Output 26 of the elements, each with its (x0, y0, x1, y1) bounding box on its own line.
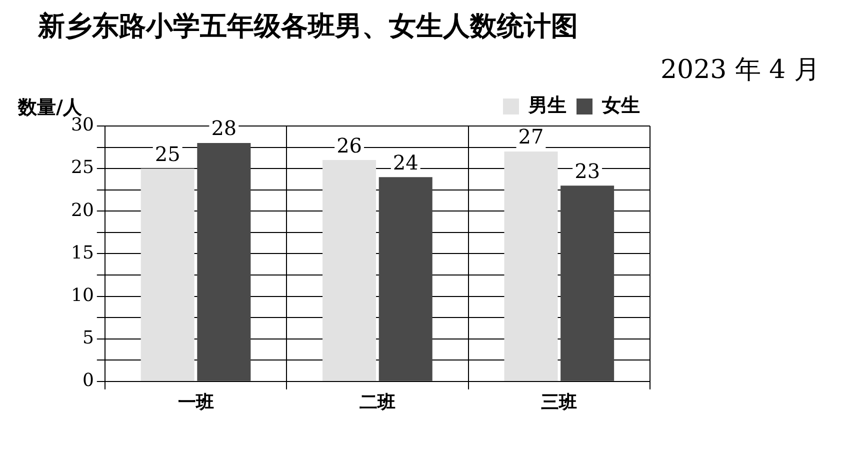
text: 2023 年 4 月 (659, 54, 820, 87)
y-tick-label: 15 (71, 242, 94, 264)
legend-label: 女生 (601, 94, 640, 116)
y-tick-label: 5 (82, 328, 94, 349)
y-tick-label: 10 (71, 284, 94, 306)
bar (504, 152, 558, 381)
legend-label: 男生 (528, 94, 566, 116)
data-label: 27 (518, 124, 544, 149)
y-tick-label: 0 (82, 370, 94, 392)
bar (140, 168, 194, 381)
data-label: 23 (574, 158, 600, 183)
data-label: 28 (211, 116, 237, 140)
x-tick-label: 一班 (178, 392, 214, 413)
x-tick-label: 二班 (359, 392, 396, 413)
x-tick-label: 三班 (541, 392, 578, 413)
data-label: 24 (392, 150, 418, 174)
bar (322, 160, 376, 381)
bar (378, 177, 432, 381)
y-tick-label: 25 (71, 157, 94, 178)
y-axis-title: 数量/人 (17, 96, 83, 118)
chart-title: 新乡东路小学五年级各班男、女生人数统计图 (38, 10, 579, 44)
bar (197, 143, 251, 381)
data-label: 26 (336, 133, 362, 158)
data-label: 25 (154, 142, 180, 166)
bar (560, 186, 614, 381)
y-tick-label: 20 (71, 200, 94, 221)
